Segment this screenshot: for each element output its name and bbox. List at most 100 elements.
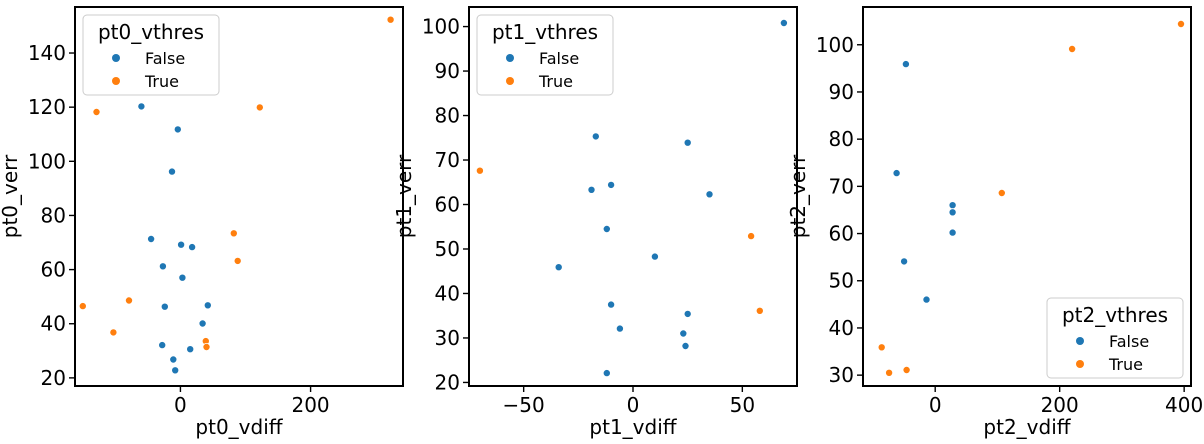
y-tick-label: 60 (829, 222, 854, 246)
y-tick-label: 60 (435, 193, 460, 217)
legend-label-false: False (145, 49, 185, 68)
x-axis-label: pt0_vdiff (195, 415, 283, 439)
y-tick-label: 60 (41, 258, 66, 282)
y-tick-label: 100 (28, 149, 66, 173)
data-point-false-2 (167, 167, 176, 176)
data-point-false-10 (198, 319, 207, 328)
data-point-false-8 (160, 302, 169, 311)
data-point-false-2 (948, 201, 957, 210)
legend-box (82, 14, 220, 96)
data-point-false-7 (178, 273, 187, 282)
data-point-false-14 (602, 369, 611, 378)
y-tick-label: 100 (816, 33, 854, 57)
data-point-false-9 (203, 301, 212, 310)
data-point-false-6 (602, 224, 611, 233)
chart-panel-1: −50 0 50 20 30 40 50 60 70 80 90 100 pt1_vdiff pt1_ve… (392, 6, 798, 439)
data-point-false-12 (169, 355, 178, 364)
x-tick-label: 0 (174, 393, 187, 417)
data-point-false-4 (948, 228, 957, 237)
data-point-false-1 (173, 125, 182, 134)
data-point-false-9 (607, 300, 616, 309)
data-point-false-6 (922, 295, 931, 304)
y-tick-label: 20 (41, 366, 66, 390)
data-point-false-3 (948, 208, 957, 217)
axes-frame (862, 6, 1192, 387)
legend-label-false: False (1109, 332, 1149, 351)
x-tick-label: 50 (730, 393, 755, 417)
y-axis-label: pt2_verr (786, 154, 810, 238)
x-axis-label: pt1_vdiff (589, 415, 677, 439)
y-tick-label: 80 (829, 127, 854, 151)
data-point-false-11 (615, 324, 624, 333)
y-tick-label: 30 (829, 363, 854, 387)
legend-marker-false (112, 54, 120, 62)
data-point-true-5 (902, 365, 911, 374)
data-point-false-0 (901, 60, 910, 69)
data-point-false-3 (607, 180, 616, 189)
data-point-false-13 (681, 341, 690, 350)
y-tick-label: 30 (435, 326, 460, 350)
data-point-true-0 (475, 166, 484, 175)
data-point-true-1 (1068, 45, 1077, 54)
data-point-true-2 (755, 306, 764, 315)
data-point-false-5 (188, 243, 197, 252)
y-tick-label: 80 (41, 203, 66, 227)
y-tick-label: 40 (829, 316, 854, 340)
data-point-false-4 (587, 185, 596, 194)
legend: pt1_vthres False True (476, 14, 614, 96)
data-point-false-0 (779, 18, 788, 27)
y-tick-label: 80 (435, 104, 460, 128)
y-axis-label: pt0_verr (0, 154, 22, 238)
data-point-false-4 (177, 240, 186, 249)
legend-marker-false (506, 54, 514, 62)
legend-title: pt2_vthres (1062, 303, 1168, 327)
y-axis-label: pt1_verr (392, 154, 416, 238)
y-tick-label: 100 (422, 15, 460, 39)
legend-marker-false (1076, 337, 1084, 345)
y-tick-label: 90 (435, 59, 460, 83)
data-point-true-3 (229, 229, 238, 238)
y-tick-label: 20 (435, 370, 460, 394)
data-point-true-4 (233, 256, 242, 265)
y-tick-label: 90 (829, 80, 854, 104)
y-tick-label: 140 (28, 41, 66, 65)
legend-box (476, 14, 614, 96)
axes-frame (74, 6, 404, 387)
data-point-false-5 (705, 190, 714, 199)
data-point-false-13 (171, 366, 180, 375)
data-point-false-12 (679, 329, 688, 338)
legend-box (1046, 297, 1184, 379)
legend-marker-true (1076, 360, 1084, 368)
chart-panel-0: 0 200 20 40 60 80 100 120 140 pt0_vdiff pt0_verr pt… (0, 6, 404, 439)
y-tick-label: 40 (41, 312, 66, 336)
y-tick-label: 40 (435, 281, 460, 305)
data-point-true-4 (885, 368, 894, 377)
legend: pt0_vthres False True (82, 14, 220, 96)
data-point-false-3 (147, 234, 156, 243)
data-point-true-6 (125, 296, 134, 305)
legend-label-false: False (539, 49, 579, 68)
legend-marker-true (506, 77, 514, 85)
y-tick-label: 70 (435, 148, 460, 172)
legend-title: pt0_vthres (98, 20, 204, 44)
data-point-true-2 (997, 188, 1006, 197)
legend: pt2_vthres False True (1046, 297, 1184, 379)
data-point-false-1 (591, 132, 600, 141)
data-point-true-5 (78, 302, 87, 311)
x-tick-label: −50 (503, 393, 545, 417)
data-point-false-2 (683, 138, 692, 147)
data-point-false-14 (186, 345, 195, 354)
chart-panel-2: 0 200 400 30 40 50 60 70 80 90 100 pt2_vdiff pt2_ver… (786, 6, 1203, 439)
y-tick-label: 120 (28, 95, 66, 119)
x-tick-label: 400 (1165, 393, 1203, 417)
x-tick-label: 200 (1041, 393, 1079, 417)
data-point-false-8 (554, 263, 563, 272)
x-tick-label: 0 (929, 393, 942, 417)
data-point-false-5 (900, 257, 909, 266)
data-point-true-1 (747, 232, 756, 241)
data-point-false-7 (650, 252, 659, 261)
data-point-false-6 (158, 262, 167, 271)
x-axis-label: pt2_vdiff (983, 415, 1071, 439)
y-tick-label: 70 (829, 174, 854, 198)
